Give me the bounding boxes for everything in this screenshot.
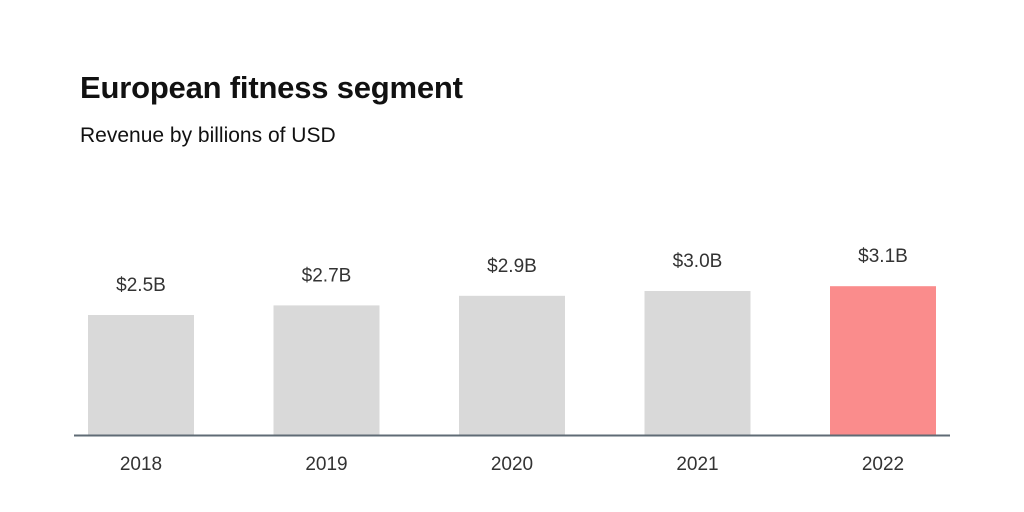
x-tick-label-2020: 2020 [491,454,533,475]
chart-subtitle: Revenue by billions of USD [80,124,336,147]
bar-2021 [644,291,751,435]
bar-2019 [273,305,380,435]
value-label-2018: $2.5B [116,275,166,296]
value-label-2021: $3.0B [673,251,723,272]
bars-group [88,286,936,435]
value-label-2020: $2.9B [487,256,537,277]
bar-2022 [830,286,936,435]
chart-title: European fitness segment [80,70,463,105]
bar-2020 [459,295,565,435]
bar-2018 [88,315,194,435]
x-tick-label-2019: 2019 [305,454,347,475]
x-tick-labels-group: 2018 2019 2020 2021 2022 [120,454,904,475]
value-label-2022: $3.1B [858,246,908,267]
value-labels-group: $2.5B $2.7B $2.9B $3.0B $3.1B [116,246,908,296]
x-tick-label-2021: 2021 [676,454,718,475]
x-tick-label-2018: 2018 [120,454,162,475]
x-tick-label-2022: 2022 [862,454,904,475]
value-label-2019: $2.7B [302,265,352,286]
